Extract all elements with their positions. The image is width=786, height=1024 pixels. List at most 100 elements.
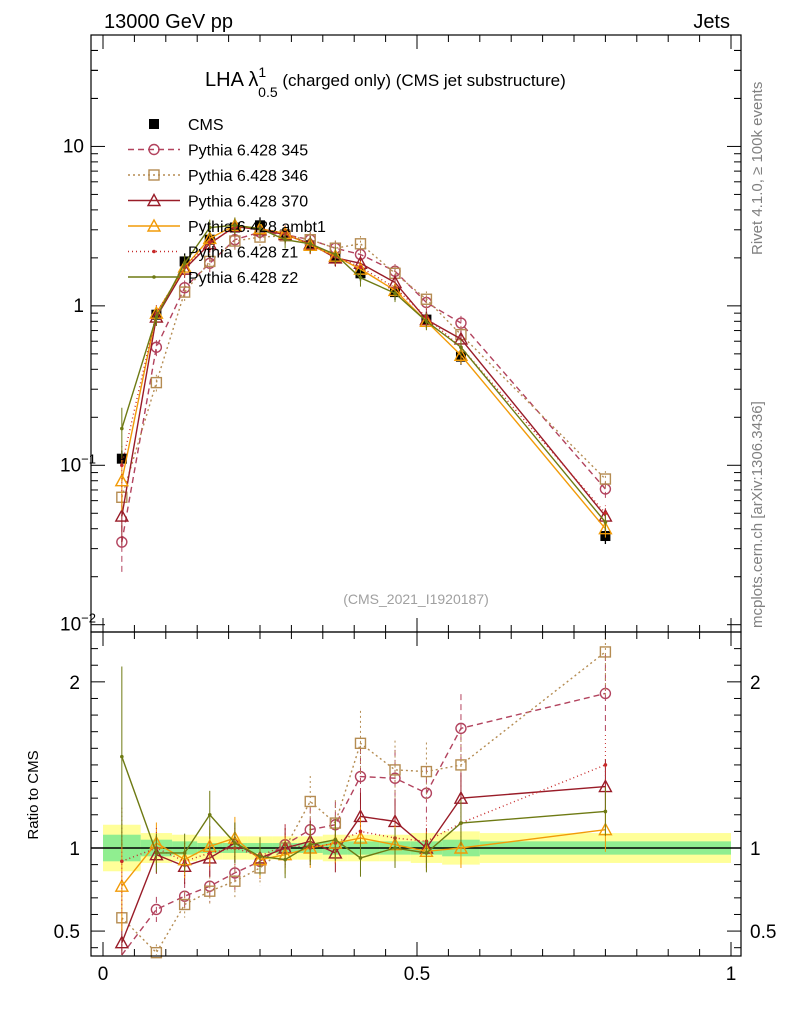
marker-dot xyxy=(333,252,338,257)
marker-dot xyxy=(233,223,237,228)
legend-item: CMS xyxy=(149,117,224,134)
marker-dot xyxy=(308,242,313,246)
marker-dot xyxy=(459,345,463,350)
marker-dot xyxy=(603,511,608,516)
header-left: 13000 GeV pp xyxy=(104,11,233,33)
series-line-ratio xyxy=(121,651,606,954)
marker-triangle xyxy=(453,347,469,361)
marker-triangle xyxy=(114,508,130,522)
series-line-ratio xyxy=(121,692,606,956)
marker-dot xyxy=(393,291,397,296)
title-rest: (charged only) (CMS jet substructure) xyxy=(278,71,566,90)
marker-dot xyxy=(154,851,159,855)
ratio-ylabel-group: Ratio to CMS xyxy=(25,750,42,839)
title-sub: 0.5 xyxy=(258,84,278,100)
y-tick-label: 10−2 xyxy=(60,611,96,636)
legend-item: Pythia 6.428 z1 xyxy=(128,245,298,262)
marker-filled-square xyxy=(149,119,159,129)
marker-square xyxy=(599,473,612,485)
series-line-ratio xyxy=(121,785,606,943)
axis-ticks: 10 1 10−1 10−2 2 2 1 1 0.5 0.5 0 0.5 1 xyxy=(54,34,776,985)
header-right: Jets xyxy=(693,11,730,33)
series-line-ratio xyxy=(121,829,606,887)
marker-dot xyxy=(207,240,212,245)
legend: CMS Pythia 6.428 345 Pythia 6.428 346 Pythi… xyxy=(128,117,326,287)
marker-dot xyxy=(358,829,363,834)
marker-dot xyxy=(603,809,608,814)
y-tick-label: 10−1 xyxy=(60,451,96,476)
marker-dot xyxy=(258,854,262,859)
marker-triangle xyxy=(114,935,130,949)
ratio-ylabel: Ratio to CMS xyxy=(25,750,42,839)
side-label-top: Rivet 4.1.0, ≥ 100k events xyxy=(749,82,766,255)
ratio-tick-label-right: 0.5 xyxy=(750,922,776,943)
marker-dot xyxy=(358,265,363,269)
marker-dot xyxy=(233,841,237,845)
marker-dot xyxy=(358,856,363,860)
x-tick-label: 0.5 xyxy=(404,964,430,985)
marker-square xyxy=(178,898,191,911)
marker-triangle xyxy=(114,473,130,487)
marker-dot xyxy=(258,226,262,231)
marker-dot xyxy=(120,859,124,864)
series-6 xyxy=(120,217,608,879)
marker-circle xyxy=(150,903,163,916)
ratio-tick-label-left: 0.5 xyxy=(54,922,80,943)
series-line-main xyxy=(121,224,606,523)
marker-square xyxy=(229,875,241,887)
marker-square xyxy=(354,238,367,250)
x-tick-label: 1 xyxy=(726,964,737,985)
series-0 xyxy=(116,217,611,545)
title-main: LHA λ xyxy=(205,69,258,91)
series-line-ratio xyxy=(121,756,606,861)
legend-item: Pythia 6.428 370 xyxy=(128,193,308,211)
side-label-top-group: Rivet 4.1.0, ≥ 100k events xyxy=(749,82,766,255)
marker-triangle xyxy=(598,521,613,535)
marker-dot xyxy=(283,857,287,862)
marker-dot xyxy=(424,851,429,855)
marker-square xyxy=(150,376,163,389)
series-line-ratio xyxy=(121,764,606,863)
legend-label: Pythia 6.428 ambt1 xyxy=(188,219,326,236)
marker-dot xyxy=(182,851,187,855)
marker-square xyxy=(389,764,401,776)
legend-label: CMS xyxy=(188,117,224,134)
y-tick-label: 1 xyxy=(73,296,84,317)
legend-item: Pythia 6.428 346 xyxy=(128,168,308,185)
marker-circle xyxy=(389,772,401,784)
legend-item: Pythia 6.428 345 xyxy=(128,143,308,160)
marker-dot xyxy=(120,463,124,468)
marker-dot xyxy=(603,520,608,524)
marker-triangle xyxy=(146,218,162,232)
marker-dot xyxy=(358,275,363,280)
marker-dot xyxy=(333,837,338,842)
x-tick-label: 0 xyxy=(98,964,109,985)
marker-circle xyxy=(229,867,241,879)
marker-square xyxy=(599,646,612,658)
marker-triangle xyxy=(146,193,162,207)
marker-circle xyxy=(148,143,160,156)
ratio-tick-label-right: 2 xyxy=(750,673,761,694)
marker-square xyxy=(455,759,467,771)
series-layer xyxy=(114,217,613,959)
marker-dot xyxy=(182,261,187,266)
ratio-frame xyxy=(90,631,742,957)
marker-square xyxy=(148,169,160,181)
legend-item: Pythia 6.428 ambt1 xyxy=(128,218,326,236)
marker-square xyxy=(420,765,433,778)
legend-item: Pythia 6.428 z2 xyxy=(128,270,298,287)
side-label-bottom-group: mcplots.cern.ch [arXiv:1306.3436] xyxy=(749,401,766,628)
marker-triangle xyxy=(114,878,130,892)
legend-label: Pythia 6.428 346 xyxy=(188,168,308,185)
marker-square xyxy=(204,255,216,268)
marker-triangle xyxy=(453,840,469,854)
marker-circle xyxy=(178,890,191,902)
marker-square xyxy=(150,946,163,959)
legend-label: Pythia 6.428 370 xyxy=(188,194,308,211)
ratio-tick-label-right: 1 xyxy=(750,839,761,860)
legend-label: Pythia 6.428 z2 xyxy=(188,270,298,287)
marker-dot xyxy=(459,821,463,825)
marker-square xyxy=(354,737,367,750)
ratio-tick-label-left: 2 xyxy=(69,673,80,694)
side-label-bottom: mcplots.cern.ch [arXiv:1306.3436] xyxy=(749,401,766,628)
